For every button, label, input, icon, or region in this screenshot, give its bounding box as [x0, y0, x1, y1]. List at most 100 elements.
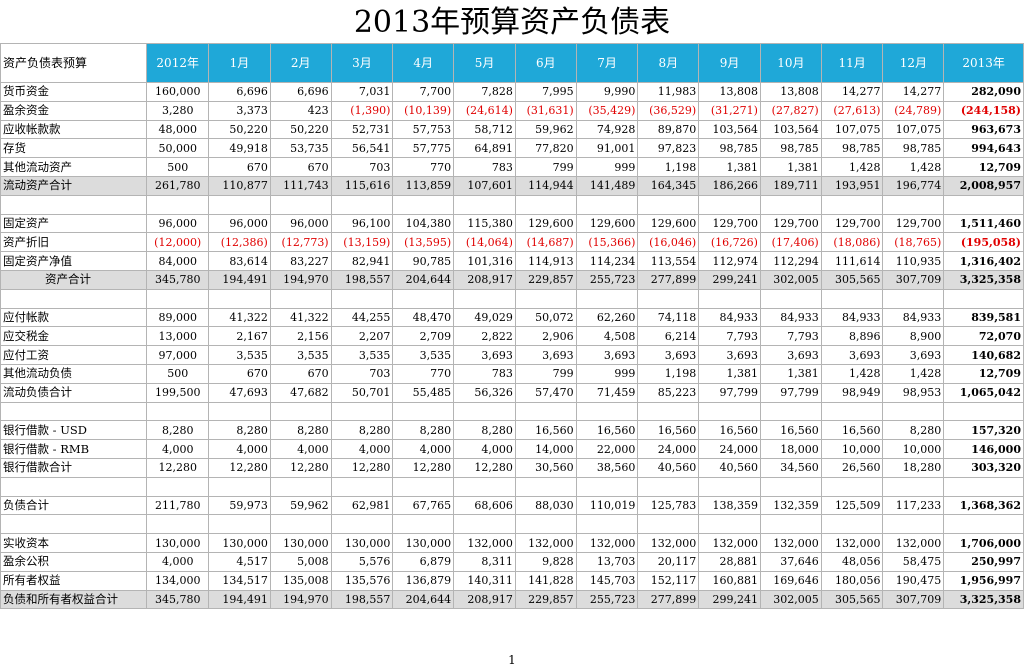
value-cell: 26,560 — [820, 457, 884, 478]
value-cell — [269, 194, 332, 215]
value-cell: 500 — [146, 363, 210, 384]
value-cell — [575, 476, 639, 497]
value-cell: 68,606 — [453, 495, 516, 516]
value-cell: 8,896 — [820, 326, 884, 347]
value-cell: 97,000 — [146, 345, 210, 365]
value-cell: 12,280 — [392, 457, 455, 478]
value-cell: 37,646 — [759, 551, 822, 572]
row-label: 盈余资金 — [0, 100, 148, 121]
value-cell: 1,428 — [820, 363, 884, 384]
value-cell: 98,949 — [820, 382, 884, 403]
table-row: 其他流动负债 500 670 670 703 770 783 799 999 1,198 1,381… — [0, 363, 1024, 384]
row-label — [0, 288, 148, 309]
value-cell: 98,953 — [882, 382, 945, 403]
row-label: 资产折旧 — [0, 232, 148, 253]
value-cell: 96,100 — [330, 213, 394, 234]
value-cell: (27,827) — [759, 100, 822, 121]
column-header: 9月 — [698, 43, 761, 83]
value-cell: 84,933 — [759, 307, 822, 328]
table-row: 货币资金 160,000 6,696 6,696 7,031 7,700 7,828 7,99… — [0, 82, 1024, 102]
column-header: 2012年 — [146, 43, 210, 83]
value-cell: 770 — [392, 363, 455, 384]
value-cell — [943, 514, 1024, 535]
value-cell: 74,928 — [575, 119, 639, 140]
row-label — [0, 194, 148, 215]
value-cell: 1,368,362 — [943, 495, 1024, 516]
value-cell: 115,616 — [330, 175, 394, 196]
value-cell: (31,631) — [514, 100, 577, 121]
value-cell: 204,644 — [392, 269, 455, 290]
column-header: 2013年 — [943, 43, 1024, 83]
row-label: 负债和所有者权益合计 — [0, 589, 148, 610]
value-cell: 98,785 — [759, 138, 822, 159]
value-cell: 90,785 — [392, 251, 455, 271]
value-cell: (27,613) — [820, 100, 884, 121]
value-cell — [943, 194, 1024, 215]
table-row: 实收资本 130,000 130,000 130,000 130,000 130,000 1… — [0, 533, 1024, 553]
value-cell: (12,386) — [208, 232, 271, 253]
table-row: 资产合计 345,780 194,491 194,970 198,557 204,644 2… — [0, 269, 1024, 290]
value-cell: 113,859 — [392, 175, 455, 196]
blank-row — [0, 194, 1024, 215]
value-cell: 14,000 — [514, 439, 577, 459]
value-cell: 994,643 — [943, 138, 1024, 159]
value-cell: 1,198 — [637, 363, 700, 384]
value-cell: 303,320 — [943, 457, 1024, 478]
value-cell: 41,322 — [208, 307, 271, 328]
value-cell: (10,139) — [392, 100, 455, 121]
column-header: 11月 — [820, 43, 884, 83]
value-cell: 8,311 — [453, 551, 516, 572]
value-cell: 24,000 — [698, 439, 761, 459]
value-cell: 186,266 — [698, 175, 761, 196]
value-cell: 88,030 — [514, 495, 577, 516]
value-cell: 56,326 — [453, 382, 516, 403]
value-cell: 132,000 — [453, 533, 516, 553]
value-cell: 7,793 — [759, 326, 822, 347]
value-cell: 250,997 — [943, 551, 1024, 572]
value-cell: 145,703 — [575, 570, 639, 591]
value-cell: 98,785 — [698, 138, 761, 159]
value-cell: 6,214 — [637, 326, 700, 347]
value-cell — [882, 476, 945, 497]
value-cell: 783 — [453, 157, 516, 177]
row-label: 流动负债合计 — [0, 382, 148, 403]
value-cell: 7,700 — [392, 82, 455, 102]
value-cell: 48,470 — [392, 307, 455, 328]
value-cell: 16,560 — [514, 420, 577, 441]
value-cell: 97,799 — [759, 382, 822, 403]
value-cell — [637, 401, 700, 422]
value-cell: 169,646 — [759, 570, 822, 591]
value-cell: 52,731 — [330, 119, 394, 140]
value-cell: 55,485 — [392, 382, 455, 403]
value-cell: 194,491 — [208, 589, 271, 610]
value-cell — [269, 476, 332, 497]
value-cell: 307,709 — [882, 589, 945, 610]
table-row: 流动资产合计 261,780 110,877 111,743 115,616 113,85… — [0, 175, 1024, 196]
value-cell: 229,857 — [514, 269, 577, 290]
value-cell: 97,799 — [698, 382, 761, 403]
value-cell — [330, 476, 394, 497]
value-cell: 3,693 — [759, 345, 822, 365]
value-cell — [146, 401, 210, 422]
value-cell — [208, 476, 271, 497]
value-cell — [146, 194, 210, 215]
value-cell: 9,990 — [575, 82, 639, 102]
header-row: 资产负债表预算 2012年 1月 2月 3月 4月 5月 6月 7月 8月 9月 10月 11月 12月 2… — [0, 43, 1024, 83]
value-cell: 101,316 — [453, 251, 516, 271]
value-cell: 18,280 — [882, 457, 945, 478]
value-cell — [575, 514, 639, 535]
value-cell: 6,696 — [208, 82, 271, 102]
value-cell: 6,879 — [392, 551, 455, 572]
value-cell: 16,560 — [637, 420, 700, 441]
value-cell: 4,000 — [146, 551, 210, 572]
value-cell: 104,380 — [392, 213, 455, 234]
value-cell — [453, 194, 516, 215]
value-cell: 8,280 — [392, 420, 455, 441]
balance-sheet-table: 资产负债表预算 2012年 1月 2月 3月 4月 5月 6月 7月 8月 9月 10月 11月 12月 2… — [0, 43, 1024, 610]
value-cell: 112,294 — [759, 251, 822, 271]
value-cell: 4,000 — [453, 439, 516, 459]
value-cell: 59,962 — [514, 119, 577, 140]
value-cell — [698, 401, 761, 422]
value-cell: 282,090 — [943, 82, 1024, 102]
value-cell — [453, 401, 516, 422]
